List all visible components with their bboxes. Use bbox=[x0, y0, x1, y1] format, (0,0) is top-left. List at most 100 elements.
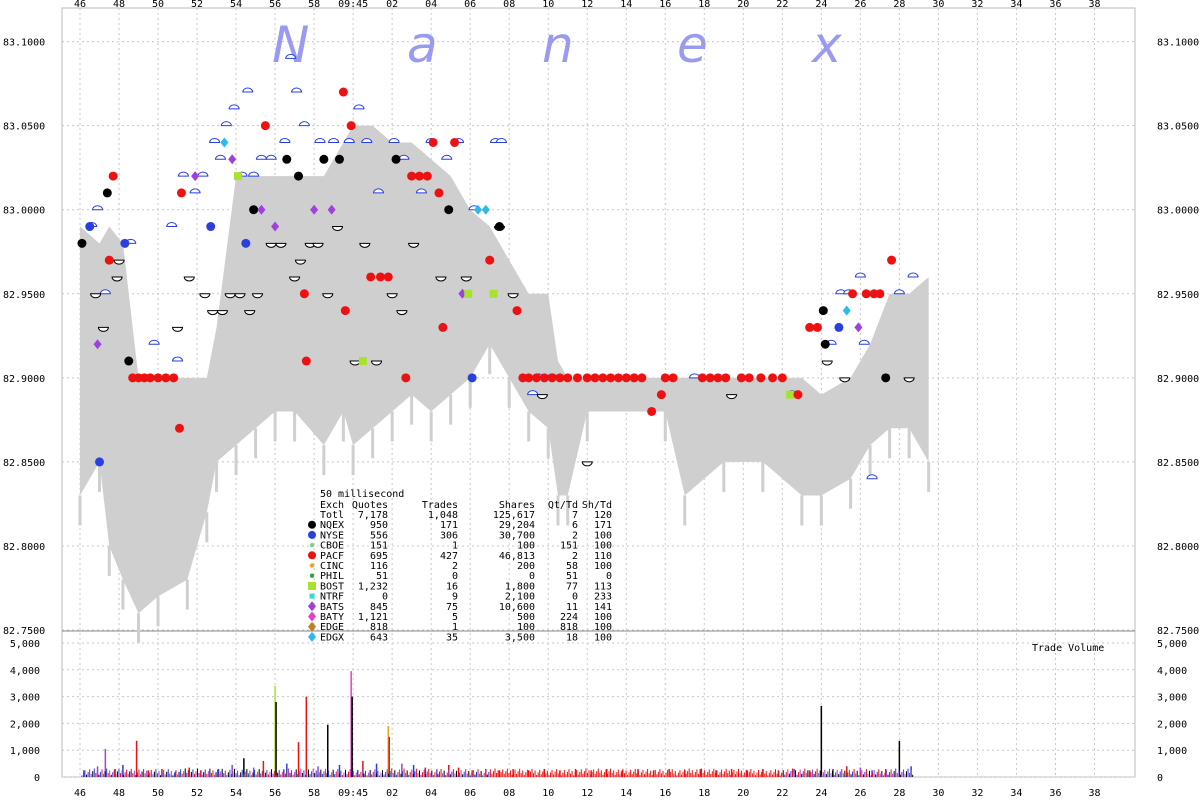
bid-markers bbox=[90, 226, 915, 467]
stats-cell: NTRF bbox=[320, 592, 344, 603]
x-tick-label-top: 50 bbox=[152, 0, 164, 10]
x-tick-label-top: 56 bbox=[269, 0, 281, 10]
trade-point bbox=[319, 154, 329, 164]
trade-point bbox=[104, 255, 114, 265]
stats-cell: 29,204 bbox=[499, 520, 535, 531]
stats-cell: 0 bbox=[572, 592, 578, 603]
x-tick-label-top: 22 bbox=[776, 0, 788, 10]
volume-tick-label-right: 2,000 bbox=[1157, 719, 1187, 730]
trade-point bbox=[805, 322, 815, 332]
x-tick-label-bottom: 48 bbox=[113, 788, 125, 799]
trade-point bbox=[563, 373, 573, 383]
volume-tick-label-right: 4,000 bbox=[1157, 666, 1187, 677]
stats-cell: 5 bbox=[452, 612, 458, 623]
ask-quote-marker bbox=[166, 222, 178, 228]
stats-cell: 100 bbox=[594, 530, 612, 541]
volume-tick-label-left: 0 bbox=[34, 773, 40, 784]
trade-point bbox=[768, 373, 778, 383]
bid-quote-marker bbox=[435, 276, 447, 282]
stats-cell: 643 bbox=[370, 632, 388, 643]
stats-cell: 9 bbox=[452, 592, 458, 603]
trade-point bbox=[539, 373, 549, 383]
price-tick-label-left: 82.9000 bbox=[3, 374, 45, 385]
trade-point bbox=[887, 255, 897, 265]
trade-point bbox=[77, 238, 87, 248]
x-tick-label-bottom: 26 bbox=[854, 788, 866, 799]
volume-tick-label-right: 1,000 bbox=[1157, 746, 1187, 757]
stats-cell: BOST bbox=[320, 581, 344, 592]
trade-point bbox=[713, 373, 723, 383]
stats-cell: 3,500 bbox=[505, 632, 535, 643]
stats-cell: 151 bbox=[560, 541, 578, 552]
price-tick-label-right: 82.8000 bbox=[1157, 542, 1199, 553]
x-tick-label-top: 32 bbox=[971, 0, 983, 10]
legend-marker bbox=[308, 601, 316, 612]
x-tick-label-bottom: 34 bbox=[1010, 788, 1022, 799]
volume-axis-title: Trade Volume bbox=[1032, 643, 1104, 654]
stats-cell: 1 bbox=[452, 541, 458, 552]
trade-point bbox=[512, 306, 522, 316]
trade-point bbox=[260, 121, 270, 131]
trade-point bbox=[346, 121, 356, 131]
x-tick-label-top: 16 bbox=[659, 0, 671, 10]
stats-cell: 950 bbox=[370, 520, 388, 531]
trade-point bbox=[842, 305, 851, 316]
ask-quote-marker bbox=[441, 154, 453, 160]
legend-marker bbox=[308, 551, 316, 560]
bid-quote-marker bbox=[224, 293, 236, 299]
trade-point bbox=[777, 373, 787, 383]
trade-point bbox=[756, 373, 766, 383]
trade-point bbox=[124, 356, 134, 366]
price-tick-label-right: 83.1000 bbox=[1157, 38, 1199, 49]
stats-cell: 100 bbox=[594, 632, 612, 643]
bid-quote-marker bbox=[332, 226, 344, 231]
bid-quote-marker bbox=[252, 293, 264, 299]
ask-quote-marker bbox=[92, 205, 104, 211]
volume-bars bbox=[81, 671, 914, 777]
x-tick-label-bottom: 14 bbox=[620, 788, 632, 799]
trade-point bbox=[547, 373, 557, 383]
x-tick-label-top: 34 bbox=[1010, 0, 1022, 10]
price-tick-label-right: 82.9500 bbox=[1157, 290, 1199, 301]
price-axis-left: 83.1000 83.0500 83.0000 82.9500 82.9000 82.85… bbox=[3, 38, 45, 637]
price-tick-label-left: 83.0500 bbox=[3, 122, 45, 133]
trade-point bbox=[450, 137, 460, 147]
x-tick-label-top: 48 bbox=[113, 0, 125, 10]
trade-point bbox=[191, 171, 200, 182]
stats-cell: EDGE bbox=[320, 622, 344, 633]
stats-cell: 110 bbox=[594, 551, 612, 562]
stats-column-header: Qt/Td bbox=[548, 500, 578, 511]
bid-quote-marker bbox=[349, 360, 361, 366]
x-tick-label-top: 09:45 bbox=[338, 0, 368, 10]
ask-quote-marker bbox=[343, 138, 355, 143]
x-tick-label-top: 12 bbox=[581, 0, 593, 10]
trade-point bbox=[875, 289, 885, 299]
stats-cell: 1,232 bbox=[358, 581, 388, 592]
trade-point bbox=[629, 373, 639, 383]
trade-point bbox=[438, 322, 448, 332]
trade-point bbox=[310, 204, 319, 215]
stats-cell: 141 bbox=[594, 602, 612, 613]
stats-cell: 0 bbox=[529, 571, 535, 582]
x-tick-label-top: 14 bbox=[620, 0, 632, 10]
nbbo-area bbox=[80, 125, 929, 614]
trade-point bbox=[881, 373, 891, 383]
price-tick-label-left: 83.1000 bbox=[3, 38, 45, 49]
stats-cell: BATY bbox=[320, 612, 344, 623]
bid-quote-marker bbox=[322, 293, 334, 299]
x-tick-label-bottom: 08 bbox=[503, 788, 515, 799]
trade-point bbox=[606, 373, 616, 383]
trade-point bbox=[145, 373, 155, 383]
trade-point bbox=[241, 238, 251, 248]
stats-cell: 818 bbox=[560, 622, 578, 633]
ask-quote-marker bbox=[148, 339, 160, 345]
trade-point bbox=[108, 171, 118, 181]
ask-quote-marker bbox=[361, 138, 373, 143]
trade-point bbox=[854, 322, 863, 333]
ask-quote-marker bbox=[285, 53, 297, 59]
trade-point bbox=[407, 171, 417, 181]
stats-caption: 50 millisecond bbox=[320, 489, 404, 500]
stats-cell: 125,617 bbox=[493, 510, 535, 521]
